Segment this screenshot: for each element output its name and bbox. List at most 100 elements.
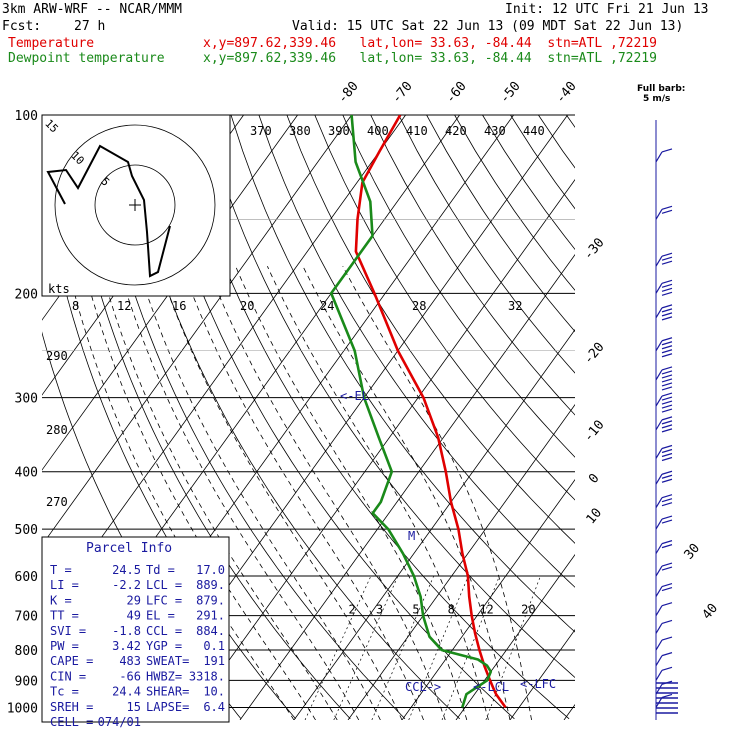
parcel-row-value: 0.1 bbox=[203, 639, 225, 653]
parcel-row-value: 074/01 bbox=[98, 715, 141, 729]
dry-adiabat-line bbox=[202, 115, 575, 679]
wind-barb-flag bbox=[661, 283, 673, 288]
hodograph-axis-label: 20 bbox=[240, 299, 254, 313]
wind-barb-staff bbox=[655, 518, 663, 530]
moist-adiabat-line bbox=[235, 266, 468, 720]
hodograph-axis-label: kts bbox=[48, 282, 70, 296]
isotherm-label: -40 bbox=[553, 79, 580, 107]
isotherm-label: -20 bbox=[581, 340, 608, 368]
moist-adiabat-line bbox=[267, 266, 489, 720]
isotherm-line bbox=[42, 115, 352, 546]
pressure-label: 200 bbox=[15, 287, 38, 302]
wind-barb-staff bbox=[655, 419, 663, 431]
wind-barb-flag bbox=[661, 386, 673, 391]
parcel-row-label: Tc = bbox=[50, 685, 79, 699]
hodograph-axis-label: 12 bbox=[117, 299, 131, 313]
wind-barb-flag bbox=[661, 693, 673, 699]
wind-barb bbox=[655, 562, 673, 577]
dry-adiabat-line bbox=[90, 115, 406, 720]
wind-barb-flag bbox=[661, 396, 673, 401]
pressure-label: 800 bbox=[15, 644, 38, 659]
isotherm-line bbox=[509, 629, 575, 720]
annotations: <-EL CCL-> <-LCL <-LFC M bbox=[340, 389, 556, 694]
isotherm-label: -70 bbox=[389, 79, 416, 107]
theta-label: 410 bbox=[406, 124, 428, 138]
wind-barb-flag bbox=[661, 562, 673, 567]
wind-barb bbox=[655, 693, 673, 708]
wind-barb bbox=[655, 636, 673, 651]
dry-adiabat-line bbox=[454, 115, 575, 291]
dry-adiabat-line bbox=[258, 115, 575, 588]
parcel-row-label: CCL = bbox=[146, 624, 182, 638]
wind-barb bbox=[655, 148, 673, 163]
temp-legend-info: x,y=897.62,339.46 lat,lon= 33.63, -84.44… bbox=[203, 36, 657, 51]
wind-barb-flag bbox=[661, 308, 673, 313]
dry-adiabats bbox=[42, 115, 575, 720]
wind-barb-staff bbox=[655, 473, 663, 485]
wind-barb-flag bbox=[661, 304, 673, 309]
moist-adiabat-line bbox=[181, 266, 424, 720]
parcel-row-label: CIN = bbox=[50, 669, 86, 683]
isotherm-line bbox=[563, 704, 575, 720]
wind-barb-staff bbox=[655, 565, 663, 577]
lfc-marker: <-LFC bbox=[520, 677, 556, 691]
parcel-row-label: Td = bbox=[146, 563, 175, 577]
wind-barb-flag bbox=[661, 474, 673, 479]
parcel-row-value: 889. bbox=[196, 578, 225, 592]
wind-barb-flag bbox=[661, 652, 673, 657]
wind-barb-staff bbox=[655, 283, 663, 294]
wind-barb bbox=[655, 515, 673, 530]
pressure-label: 1000 bbox=[7, 701, 38, 716]
init-time: Init: 12 UTC Fri 21 Jun 13 bbox=[505, 2, 709, 17]
dry-adiabat-line bbox=[286, 115, 575, 544]
dewpoint-line bbox=[329, 115, 493, 708]
hodograph-axis-label: 32 bbox=[508, 299, 522, 313]
dry-adiabat-line bbox=[538, 115, 575, 169]
wind-barb-flag bbox=[661, 408, 673, 413]
parcel-row-label: SREH = bbox=[50, 700, 93, 714]
isotherm-label: -50 bbox=[497, 79, 524, 107]
hodograph-ring bbox=[94, 164, 176, 246]
wind-barb-flag bbox=[661, 583, 673, 588]
dry-adiabat-line bbox=[118, 115, 460, 720]
parcel-row-label: T = bbox=[50, 563, 72, 577]
wind-barb bbox=[655, 444, 673, 462]
parcel-row-label: HWBZ= bbox=[146, 669, 182, 683]
mixing-ratio-line bbox=[408, 575, 469, 720]
wind-barb bbox=[655, 416, 673, 433]
wind-barb-flag bbox=[661, 374, 673, 379]
wind-barb-flag bbox=[661, 619, 673, 625]
wind-barb-flag bbox=[661, 587, 673, 592]
pressure-label: 700 bbox=[15, 610, 38, 625]
isotherm-line bbox=[293, 329, 575, 720]
mixing-ratio-lines bbox=[304, 575, 541, 720]
wind-barb bbox=[655, 494, 673, 508]
dry-adiabat-line bbox=[174, 115, 570, 720]
parcel-row-label: LAPSE= bbox=[146, 700, 189, 714]
wind-barb-flag bbox=[661, 252, 673, 257]
parcel-title: Parcel Info bbox=[86, 541, 172, 556]
wind-barb-flag bbox=[661, 519, 673, 524]
parcel-row-value: 24.4 bbox=[112, 685, 141, 699]
wind-barb-staff bbox=[655, 543, 663, 554]
wind-barb-flag bbox=[661, 316, 673, 321]
parcel-row-label: YGP = bbox=[146, 639, 182, 653]
wind-barb-staff bbox=[655, 670, 663, 681]
moist-adiabat-line bbox=[302, 266, 511, 720]
wind-barb-flag bbox=[661, 400, 673, 405]
pressure-label: 400 bbox=[15, 466, 38, 481]
wind-barb bbox=[655, 337, 673, 358]
wind-barb bbox=[655, 619, 673, 634]
mixing-ratio-label: 20 bbox=[521, 603, 535, 617]
isotherm-label: 10 bbox=[584, 506, 606, 528]
wind-barb bbox=[655, 540, 673, 554]
theta-label: 440 bbox=[523, 124, 545, 138]
wind-barb-staff bbox=[655, 623, 663, 634]
wind-barb-flag bbox=[661, 312, 673, 317]
hodograph-axis-label: 24 bbox=[320, 299, 334, 313]
moist-adiabat-line bbox=[118, 266, 360, 720]
hodograph-axis-label: 16 bbox=[172, 299, 186, 313]
theta-label: 430 bbox=[484, 124, 506, 138]
parcel-row-label: CAPE = bbox=[50, 654, 93, 668]
wind-barb-flag bbox=[661, 148, 673, 153]
